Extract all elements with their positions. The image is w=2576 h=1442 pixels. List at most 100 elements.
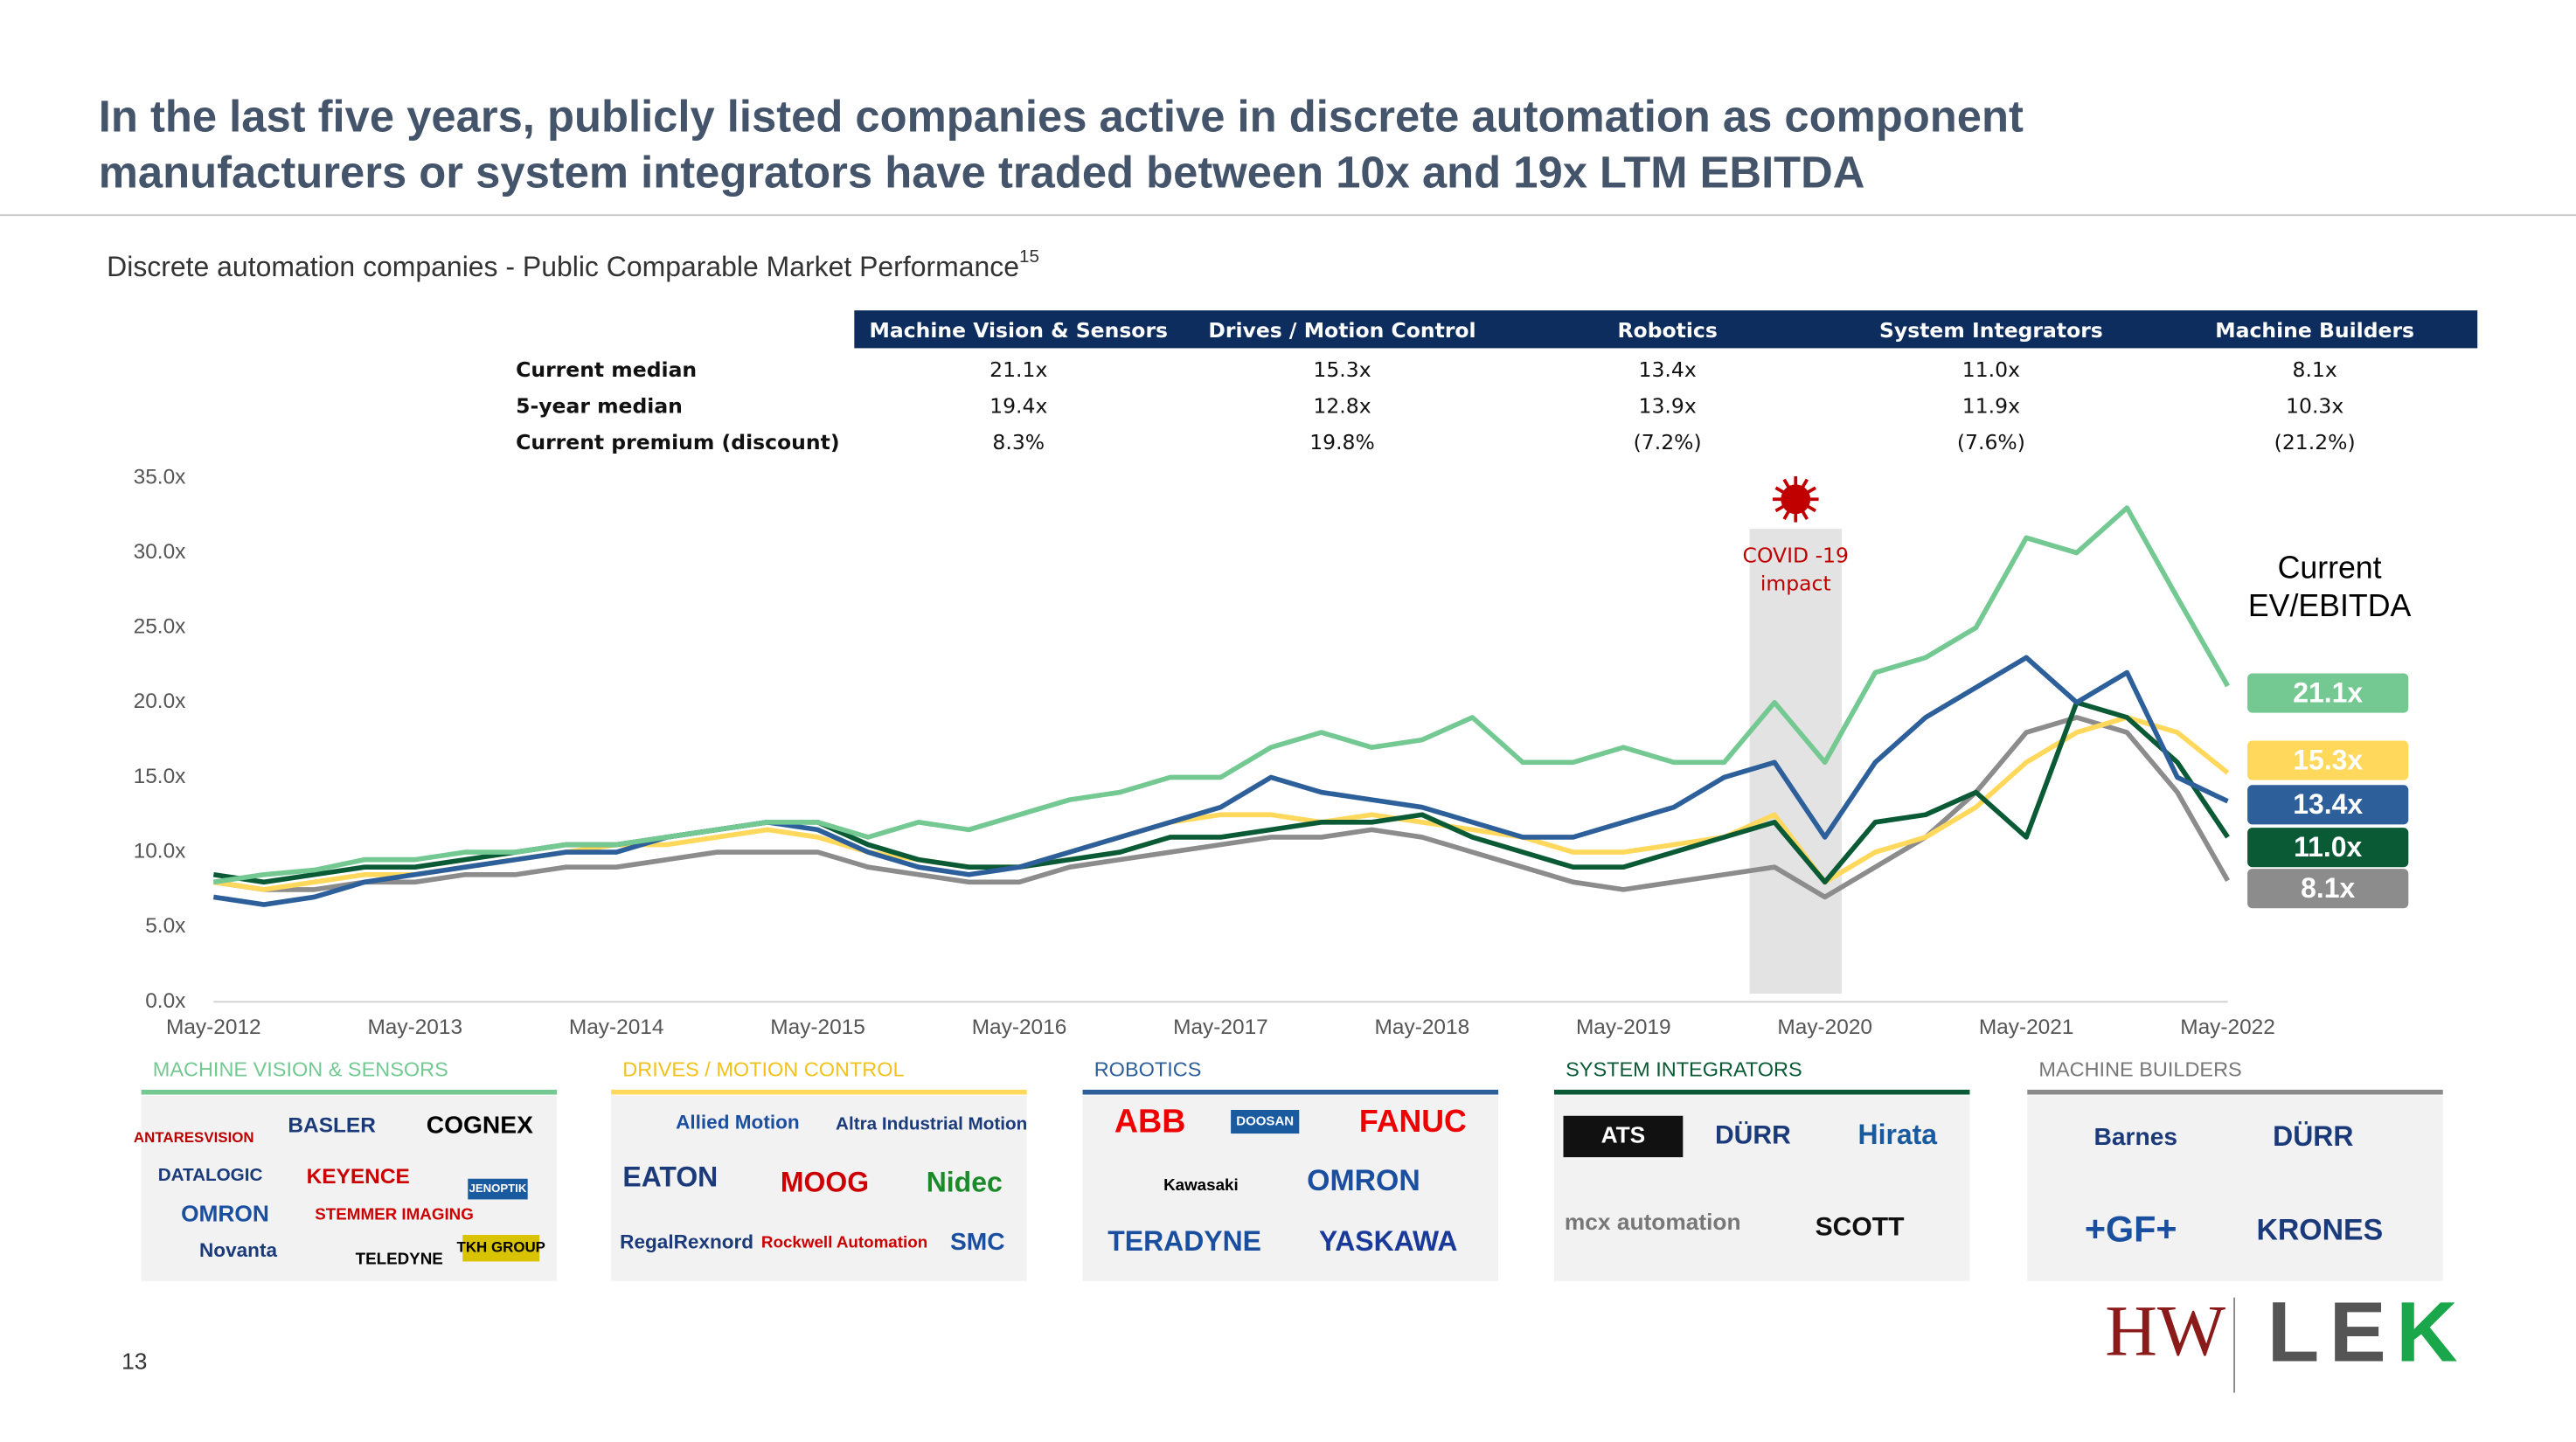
company-logo: FANUC bbox=[1359, 1104, 1467, 1139]
end-label: 8.1x bbox=[2301, 872, 2355, 904]
series-line bbox=[212, 715, 2231, 900]
table-header-cell: Machine Vision & Sensors bbox=[870, 318, 1169, 343]
current-label: EV/EBITDA bbox=[2248, 588, 2412, 623]
company-logo: DÜRR bbox=[1715, 1120, 1791, 1149]
company-logo: Kawasaki bbox=[1163, 1175, 1239, 1194]
y-tick-label: 20.0x bbox=[134, 690, 186, 713]
table-cell: 12.8x bbox=[1313, 394, 1371, 419]
company-logo: RegalRexnord bbox=[620, 1231, 753, 1253]
table-cell: (21.2%) bbox=[2274, 430, 2356, 454]
chart-title: Discrete automation companies - Public C… bbox=[107, 246, 1039, 282]
table-cell: 19.8% bbox=[1309, 430, 1375, 454]
table-row-label: 5-year median bbox=[516, 394, 683, 419]
company-logo: OMRON bbox=[1307, 1164, 1420, 1197]
company-logo: Altra Industrial Motion bbox=[836, 1114, 1027, 1134]
end-label: 11.0x bbox=[2294, 831, 2362, 863]
end-label-box bbox=[2247, 828, 2409, 868]
company-logo: BASLER bbox=[288, 1114, 376, 1138]
company-logo: ATS bbox=[1601, 1121, 1646, 1147]
table-cell: 13.4x bbox=[1639, 357, 1697, 382]
y-tick-label: 5.0x bbox=[145, 914, 185, 938]
company-logo: Allied Motion bbox=[676, 1111, 800, 1133]
x-tick-label: May-2015 bbox=[770, 1016, 865, 1039]
covid-body bbox=[1781, 484, 1811, 515]
lek-logo: LEK bbox=[2267, 1284, 2468, 1379]
x-tick-label: May-2020 bbox=[1777, 1016, 1872, 1039]
company-logo: Rockwell Automation bbox=[761, 1233, 927, 1251]
company-logo: DÜRR bbox=[2273, 1120, 2353, 1152]
lek-k: K bbox=[2396, 1284, 2468, 1379]
footnote-ref: 15 bbox=[1019, 246, 1039, 267]
company-logo: EATON bbox=[622, 1161, 718, 1193]
company-logo: Hirata bbox=[1858, 1119, 1938, 1150]
hw-logo: HW bbox=[2105, 1291, 2225, 1371]
y-tick-label: 35.0x bbox=[134, 465, 186, 489]
company-logo: Nidec bbox=[927, 1166, 1003, 1197]
x-tick-label: May-2018 bbox=[1375, 1016, 1470, 1039]
series-line bbox=[212, 699, 2230, 885]
x-tick-label: May-2012 bbox=[166, 1016, 261, 1039]
company-logo: mcx automation bbox=[1565, 1209, 1741, 1235]
y-tick-label: 25.0x bbox=[134, 615, 186, 639]
company-logo: JENOPTIK bbox=[469, 1182, 527, 1195]
logo-badge bbox=[1563, 1115, 1684, 1158]
covid-label: COVID -19 bbox=[1743, 544, 1849, 568]
company-logo: +GF+ bbox=[2085, 1209, 2177, 1249]
end-label-box bbox=[2247, 869, 2409, 909]
end-label: 21.1x bbox=[2293, 676, 2363, 708]
table-cell: 11.9x bbox=[1962, 394, 2020, 419]
company-logo: TELEDYNE bbox=[356, 1249, 443, 1267]
logo-badge bbox=[468, 1178, 528, 1200]
end-label-box bbox=[2247, 673, 2409, 713]
x-tick-label: May-2021 bbox=[1979, 1016, 2074, 1039]
page-number: 13 bbox=[122, 1348, 147, 1375]
current-label: Current bbox=[2278, 551, 2382, 586]
company-logo: SCOTT bbox=[1816, 1213, 1905, 1242]
logo-panel bbox=[2027, 1095, 2443, 1281]
series-line bbox=[212, 715, 2230, 892]
company-logo: ABB bbox=[1114, 1102, 1185, 1139]
series-line bbox=[212, 505, 2231, 885]
table-header bbox=[854, 310, 2478, 349]
company-logo: KRONES bbox=[2256, 1213, 2383, 1246]
logo-badge bbox=[1231, 1110, 1300, 1134]
legend-label: ROBOTICS bbox=[1094, 1057, 1202, 1080]
lek-le: LE bbox=[2267, 1284, 2396, 1379]
company-logo: Barnes bbox=[2094, 1122, 2178, 1150]
company-logo: MOOG bbox=[781, 1166, 869, 1197]
table-row-label: Current median bbox=[516, 357, 697, 382]
company-logo: TERADYNE bbox=[1107, 1225, 1261, 1257]
table-header-cell: System Integrators bbox=[1879, 318, 2103, 343]
legend-label: SYSTEM INTEGRATORS bbox=[1566, 1057, 1802, 1080]
legend-label: MACHINE BUILDERS bbox=[2038, 1057, 2241, 1080]
x-tick-label: May-2017 bbox=[1173, 1016, 1268, 1039]
y-tick-label: 15.0x bbox=[134, 765, 186, 788]
table-cell: (7.2%) bbox=[1634, 430, 1702, 454]
company-logo: STEMMER IMAGING bbox=[315, 1205, 474, 1224]
company-logo: KEYENCE bbox=[307, 1165, 410, 1189]
x-tick-label: May-2016 bbox=[972, 1016, 1067, 1039]
end-label-box bbox=[2247, 785, 2409, 825]
covid-label: impact bbox=[1760, 572, 1831, 596]
company-logo: DOOSAN bbox=[1236, 1114, 1294, 1129]
legend-label: DRIVES / MOTION CONTROL bbox=[622, 1057, 904, 1080]
company-logo: Novanta bbox=[199, 1239, 277, 1261]
x-tick-label: May-2019 bbox=[1576, 1016, 1671, 1039]
y-tick-label: 0.0x bbox=[145, 989, 185, 1013]
company-logo: ANTARESVISION bbox=[134, 1129, 254, 1146]
end-label: 13.4x bbox=[2293, 788, 2363, 820]
company-logo: DATALOGIC bbox=[158, 1165, 263, 1185]
legend-label: MACHINE VISION & SENSORS bbox=[153, 1057, 448, 1080]
y-tick-label: 30.0x bbox=[134, 540, 186, 564]
table-cell: (7.6%) bbox=[1957, 430, 2025, 454]
table-header-cell: Robotics bbox=[1617, 318, 1717, 343]
company-logo: COGNEX bbox=[427, 1111, 533, 1139]
table-cell: 8.3% bbox=[992, 430, 1045, 454]
end-label: 15.3x bbox=[2293, 744, 2363, 775]
table-cell: 19.4x bbox=[989, 394, 1047, 419]
table-cell: 8.1x bbox=[2293, 357, 2337, 382]
table-cell: 13.9x bbox=[1639, 394, 1697, 419]
slide-title: manufacturers or system integrators have… bbox=[99, 147, 1865, 197]
slide-title: In the last five years, publicly listed … bbox=[99, 92, 2024, 142]
